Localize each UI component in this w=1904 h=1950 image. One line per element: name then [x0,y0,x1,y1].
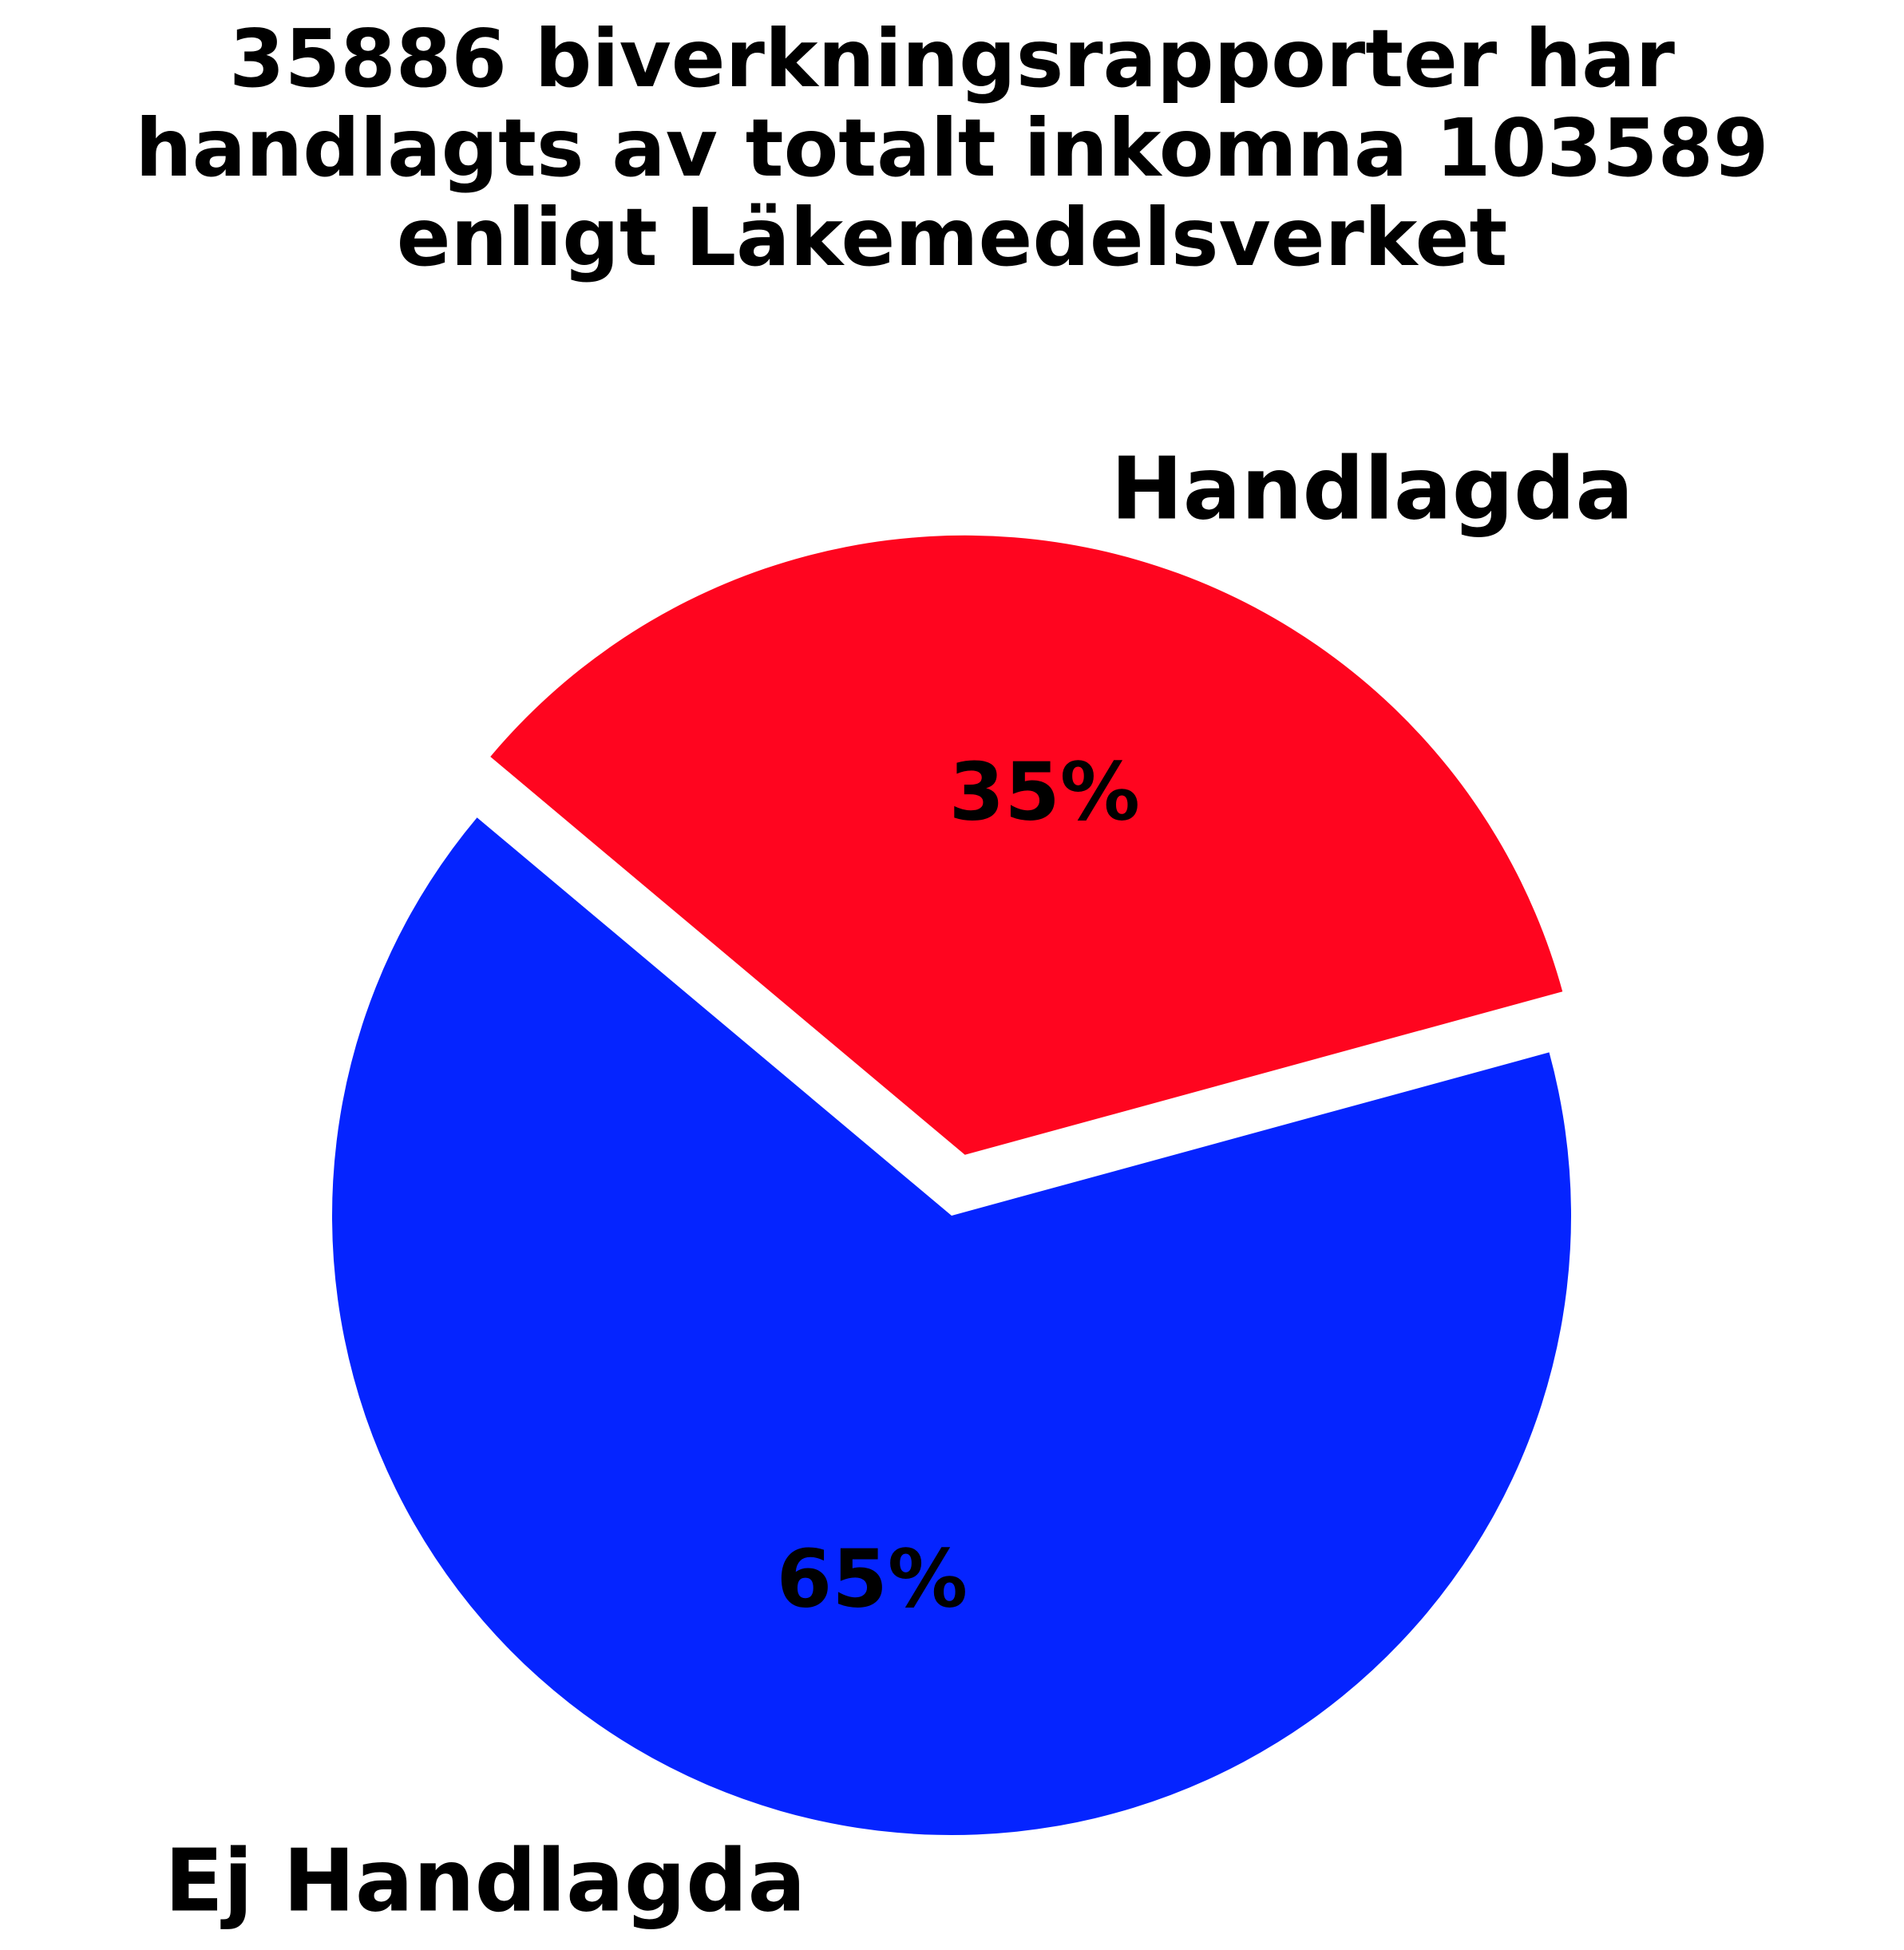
pie-name-label-ej-handlagda: Ej Handlagda [164,1831,806,1931]
chart-title-line-1: 35886 biverkningsrapporter har [229,12,1675,105]
pie-slices [331,535,1571,1835]
pie-percent-label-handlagda: 35% [949,745,1140,838]
chart-title: 35886 biverkningsrapporter har handlagts… [0,14,1904,283]
pie-name-label-handlagda: Handlagda [1110,439,1633,539]
chart-title-line-3: enligt Läkemedelsverket [396,191,1508,284]
chart-title-line-2: handlagts av totalt inkomna 103589 [135,101,1769,195]
pie-percent-label-ej-handlagda: 65% [777,1532,968,1625]
pie-labels: 35% Handlagda 65% Ej Handlagda [164,439,1633,1931]
pie-slice-ej-handlagda [331,817,1571,1835]
pie-slice-handlagda [490,535,1563,1155]
